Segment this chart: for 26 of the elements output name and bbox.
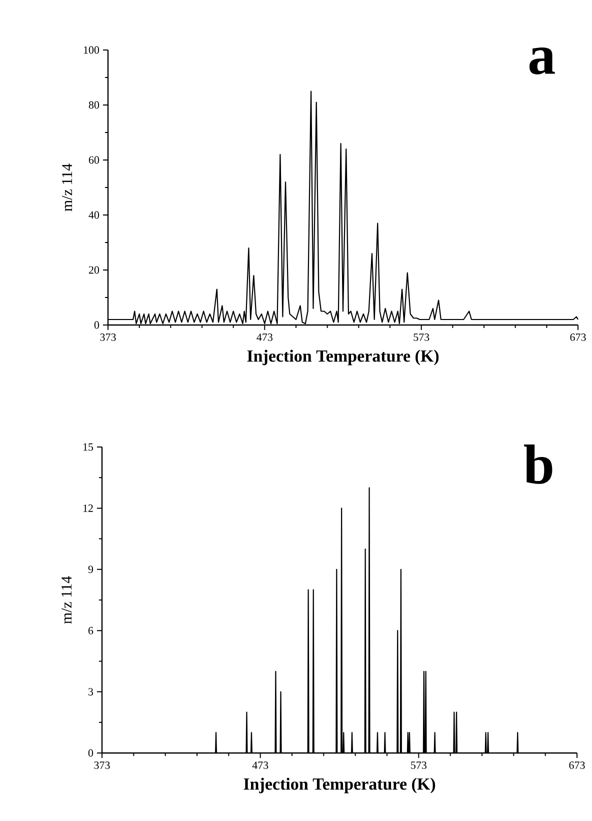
y-tick-label: 6 (88, 626, 94, 634)
x-axis-title: Injection Temperature (K) (244, 778, 436, 794)
y-tick-label: 9 (88, 566, 94, 574)
y-tick-label: 20 (88, 266, 100, 274)
y-tick-label: 100 (84, 46, 100, 54)
y-tick-label: 0 (88, 749, 94, 757)
x-axis-title: Injection Temperature (K) (247, 350, 439, 366)
x-tick-label: 573 (411, 762, 426, 769)
y-tick-label: 80 (88, 101, 100, 109)
y-tick-label: 40 (88, 211, 100, 219)
x-tick-label: 373 (94, 762, 110, 769)
y-axis-title: m/z 114 (62, 164, 72, 212)
y-tick-label: 0 (94, 321, 100, 329)
x-tick-label: 373 (100, 334, 116, 341)
chart-title: a (529, 48, 555, 74)
x-tick-label: 473 (252, 762, 268, 769)
x-tick-label: 473 (256, 334, 272, 341)
x-tick-label: 673 (570, 334, 586, 341)
x-tick-label: 673 (569, 762, 585, 769)
x-tick-label: 573 (414, 334, 430, 341)
y-tick-label: 12 (83, 504, 93, 512)
y-tick-label: 15 (83, 443, 94, 451)
y-axis-title: m/z 114 (62, 576, 72, 624)
y-tick-label: 60 (88, 156, 100, 164)
chart-title: b (524, 444, 552, 484)
y-tick-label: 3 (88, 688, 94, 696)
